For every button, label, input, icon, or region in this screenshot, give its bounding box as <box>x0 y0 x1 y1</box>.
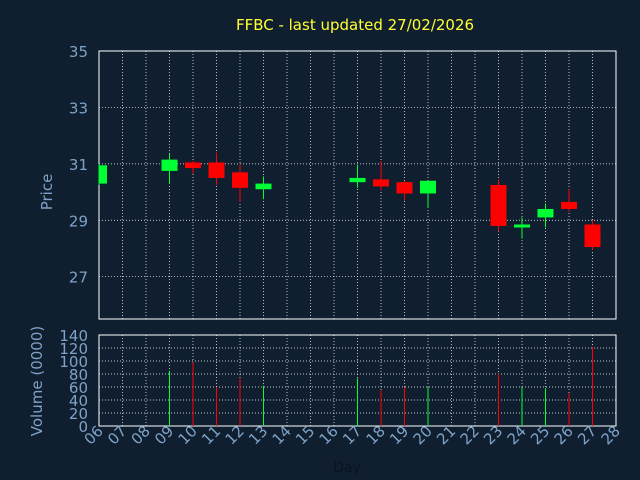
price-tick-label: 31 <box>69 156 88 174</box>
price-tick-label: 27 <box>69 269 88 287</box>
price-grid <box>99 51 616 319</box>
price-panel: 27 29 31 33 35 Price <box>38 43 617 320</box>
candle <box>396 180 413 201</box>
price-tick-label: 33 <box>69 99 88 117</box>
candle-body <box>514 224 530 228</box>
candle <box>584 220 601 250</box>
candles <box>98 152 601 250</box>
chart-title: FFBC - last updated 27/02/2026 <box>236 16 474 34</box>
price-tick-label: 35 <box>69 43 88 61</box>
candle <box>161 153 178 184</box>
candle-body <box>99 165 107 184</box>
candle <box>490 179 507 232</box>
volume-tick-label: 80 <box>69 366 88 384</box>
candle <box>255 176 272 200</box>
candle-body <box>232 172 248 188</box>
volume-tick-label: 0 <box>78 418 88 436</box>
candle <box>208 152 225 185</box>
candle-body <box>185 162 201 169</box>
volume-tick-label: 100 <box>59 353 88 371</box>
volume-tick-label: 120 <box>59 340 88 358</box>
candle-body <box>255 183 272 190</box>
volume-tick-label: 60 <box>69 379 88 397</box>
candle <box>349 165 366 188</box>
candle-body <box>420 180 436 194</box>
candle-body <box>537 208 554 218</box>
candle-body <box>349 177 366 183</box>
candle <box>561 189 577 212</box>
candle-body <box>396 182 413 194</box>
candle <box>373 161 389 191</box>
candle-body <box>561 201 577 209</box>
candle-body <box>373 179 389 187</box>
price-axis-label: Price <box>38 174 56 211</box>
x-axis-label: Day <box>333 460 361 476</box>
candle-body <box>490 185 507 226</box>
candle <box>514 217 530 239</box>
volume-tick-label: 140 <box>59 327 88 345</box>
price-tick-label: 29 <box>69 212 88 230</box>
candle-body <box>584 224 601 248</box>
candle-body <box>161 159 178 171</box>
candle <box>185 161 201 174</box>
volume-axis-label: Volume (0000) <box>28 326 46 436</box>
volume-tick-label: 40 <box>69 392 88 410</box>
volume-bars <box>169 346 593 426</box>
price-y-ticks: 27 29 31 33 35 <box>69 43 88 287</box>
x-ticks: 0607080910111213141516171819202122232425… <box>81 422 624 448</box>
candle <box>420 180 436 208</box>
candle <box>98 163 107 185</box>
candle <box>537 203 554 228</box>
candle <box>232 163 248 202</box>
volume-tick-label: 20 <box>69 405 88 423</box>
candle-body <box>208 162 225 178</box>
